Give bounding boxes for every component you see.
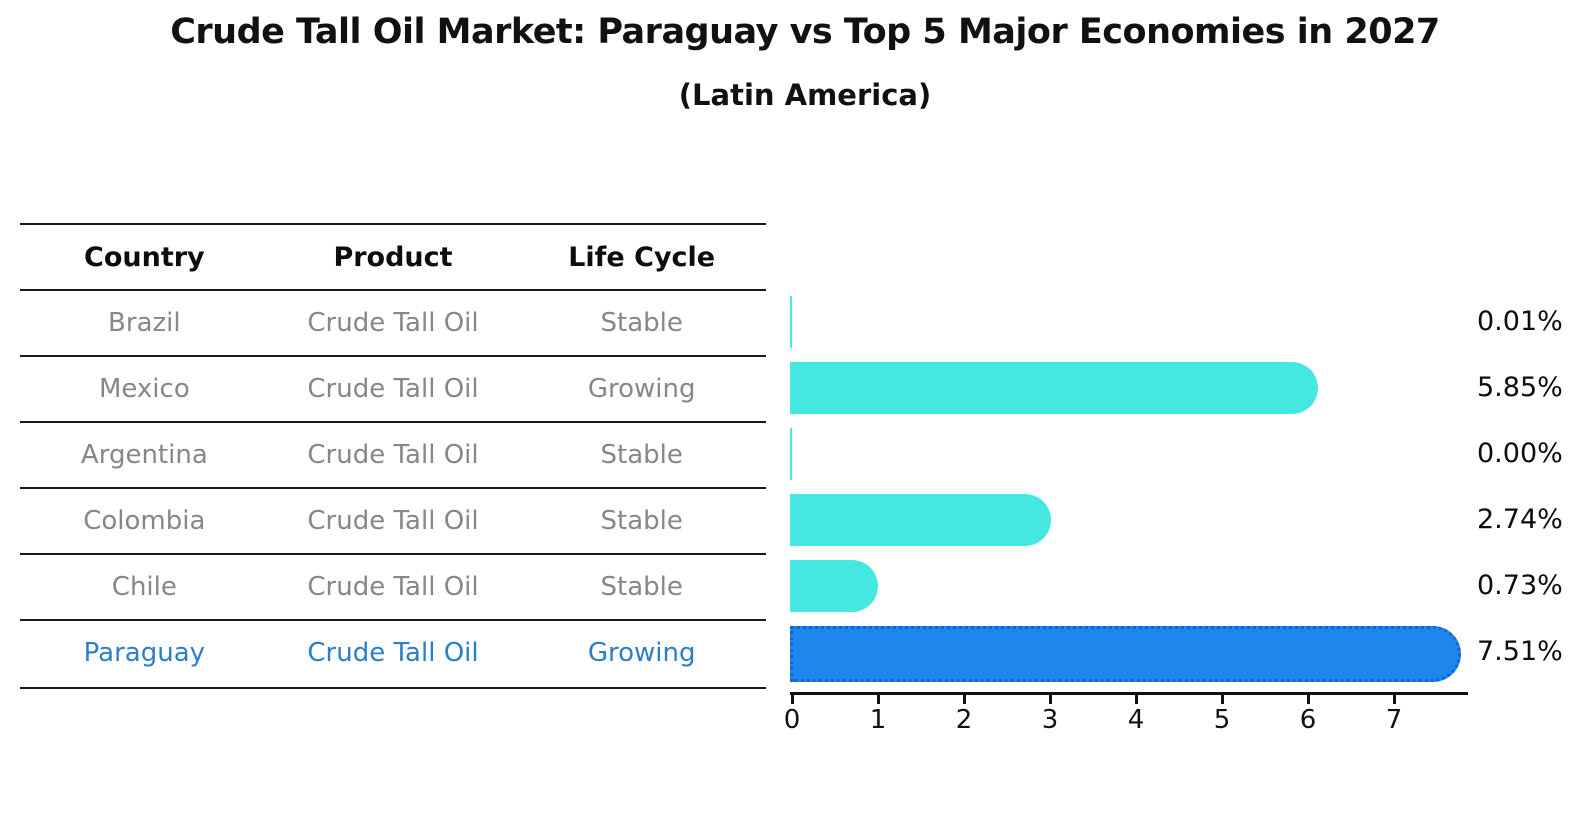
x-axis-tick-label: 6 bbox=[1299, 705, 1317, 735]
table-cell-life-cycle: Stable bbox=[600, 308, 683, 338]
table-header-product: Product bbox=[333, 241, 453, 273]
x-axis-tick bbox=[877, 694, 880, 704]
table-row: Argentina Crude Tall Oil Stable bbox=[20, 423, 766, 489]
x-axis-tick bbox=[1049, 694, 1052, 704]
x-axis-tick-label: 7 bbox=[1385, 705, 1403, 735]
value-label-colombia: 2.74% bbox=[1477, 504, 1563, 535]
bar-mexico bbox=[790, 362, 1319, 414]
table-cell-product: Crude Tall Oil bbox=[307, 374, 479, 404]
table-row: Colombia Crude Tall Oil Stable bbox=[20, 489, 766, 555]
table-cell-life-cycle: Growing bbox=[587, 638, 696, 668]
x-axis-tick bbox=[1307, 694, 1310, 704]
table-cell-country: Mexico bbox=[98, 374, 190, 404]
table-cell-product: Crude Tall Oil bbox=[307, 308, 479, 338]
table-cell-product: Crude Tall Oil bbox=[307, 572, 479, 602]
value-label-brazil: 0.01% bbox=[1477, 306, 1563, 337]
value-label-argentina: 0.00% bbox=[1477, 438, 1563, 469]
x-axis-tick-label: 5 bbox=[1213, 705, 1231, 735]
x-axis-tick bbox=[1393, 694, 1396, 704]
bar-colombia bbox=[790, 494, 1051, 546]
table-row: Chile Crude Tall Oil Stable bbox=[20, 555, 766, 621]
value-label-mexico: 5.85% bbox=[1477, 372, 1563, 403]
table-cell-country: Chile bbox=[111, 572, 177, 602]
value-label-paraguay: 7.51% bbox=[1477, 636, 1563, 667]
x-axis-tick-label: 1 bbox=[869, 705, 887, 735]
table-cell-country: Argentina bbox=[80, 440, 208, 470]
table-header-row: Country Product Life Cycle bbox=[20, 225, 766, 291]
table-header-life-cycle: Life Cycle bbox=[568, 241, 716, 273]
x-axis-tick-label: 0 bbox=[783, 705, 801, 735]
page-title: Crude Tall Oil Market: Paraguay vs Top 5… bbox=[170, 12, 1440, 52]
table-cell-life-cycle: Growing bbox=[587, 374, 696, 404]
value-label-chile: 0.73% bbox=[1477, 570, 1563, 601]
x-axis-tick bbox=[791, 694, 794, 704]
table-cell-country: Brazil bbox=[108, 308, 181, 338]
bar-chile bbox=[790, 560, 878, 612]
bar-paraguay bbox=[790, 626, 1461, 682]
x-axis-tick bbox=[1221, 694, 1224, 704]
x-axis-tick bbox=[963, 694, 966, 704]
table-cell-product: Crude Tall Oil bbox=[307, 440, 479, 470]
table-row: Paraguay Crude Tall Oil Growing bbox=[20, 621, 766, 685]
table-body: Brazil Crude Tall Oil Stable Mexico Crud… bbox=[20, 291, 766, 685]
table-cell-life-cycle: Stable bbox=[600, 506, 683, 536]
bar-argentina bbox=[790, 428, 792, 480]
table-header-country: Country bbox=[84, 241, 205, 273]
table-cell-life-cycle: Stable bbox=[600, 440, 683, 470]
country-table: Country Product Life Cycle Brazil Crude … bbox=[20, 223, 766, 689]
table-cell-country: Paraguay bbox=[83, 638, 206, 668]
x-axis-line bbox=[790, 692, 1468, 695]
x-axis-tick-label: 2 bbox=[955, 705, 973, 735]
x-axis-tick-label: 3 bbox=[1041, 705, 1059, 735]
bar-brazil bbox=[790, 296, 792, 348]
x-axis-tick bbox=[1135, 694, 1138, 704]
page-subtitle: (Latin America) bbox=[678, 78, 932, 112]
table-cell-product: Crude Tall Oil bbox=[307, 638, 479, 668]
table-cell-country: Colombia bbox=[83, 506, 206, 536]
table-cell-life-cycle: Stable bbox=[600, 572, 683, 602]
table-row: Mexico Crude Tall Oil Growing bbox=[20, 357, 766, 423]
table-row: Brazil Crude Tall Oil Stable bbox=[20, 291, 766, 357]
table-cell-product: Crude Tall Oil bbox=[307, 506, 479, 536]
x-axis-tick-label: 4 bbox=[1127, 705, 1145, 735]
